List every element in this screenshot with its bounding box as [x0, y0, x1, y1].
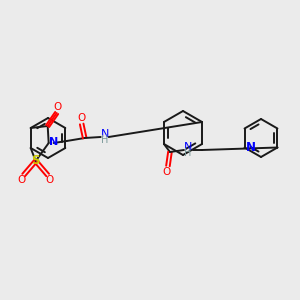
Text: N: N: [49, 137, 58, 147]
Text: H: H: [184, 148, 192, 158]
Text: N: N: [184, 142, 192, 152]
Text: O: O: [18, 175, 26, 185]
Text: N: N: [100, 129, 109, 139]
Text: S: S: [32, 154, 40, 167]
Text: O: O: [54, 102, 62, 112]
Text: O: O: [46, 175, 54, 185]
Text: O: O: [78, 113, 86, 123]
Text: O: O: [163, 167, 171, 177]
Text: H: H: [101, 135, 108, 145]
Text: N: N: [245, 141, 256, 154]
